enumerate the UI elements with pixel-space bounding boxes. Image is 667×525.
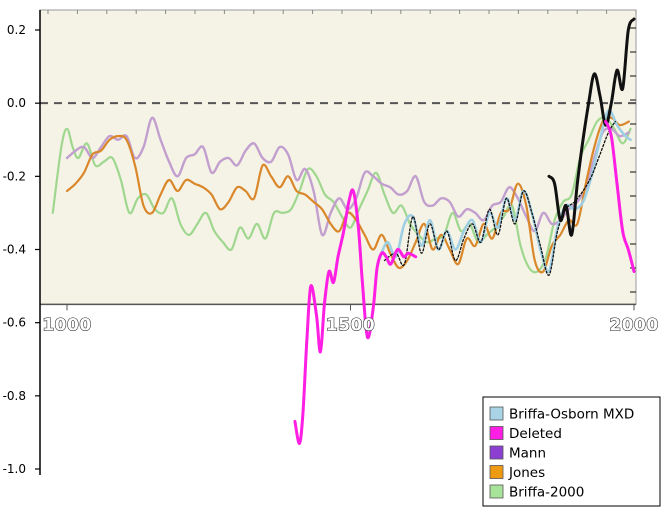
- legend-swatch: [489, 465, 504, 479]
- legend: Briffa-Osborn MXD Deleted Mann Jones Briffa-…: [482, 396, 661, 507]
- y-tick-label: -0.4: [3, 243, 26, 257]
- y-tick-label: -0.2: [3, 169, 26, 183]
- x-axis-labels: 1000 1500 2000: [42, 315, 659, 336]
- legend-box: [482, 396, 661, 507]
- y-tick-label: 0.2: [7, 23, 26, 37]
- y-tick-label: -0.8: [3, 389, 26, 403]
- series-line-instrumental: [547, 17, 636, 237]
- series-group: [51, 17, 636, 445]
- y-axis: 0.2 0.0 -0.2 -0.4 -0.6 -0.8 -1.0: [3, 10, 41, 476]
- legend-swatch: [489, 445, 504, 460]
- legend-swatch: [489, 426, 504, 440]
- y-tick-label: -1.0: [3, 462, 26, 476]
- y-tick-label: -0.6: [3, 316, 26, 330]
- x-tick-label: 1000: [42, 315, 91, 335]
- series-line-deleted: [293, 188, 418, 445]
- series-line-dotted-black: [383, 120, 616, 276]
- legend-swatch: [489, 484, 504, 499]
- legend-label: Briffa-2000: [509, 485, 584, 501]
- legend-label: Jones: [508, 465, 545, 481]
- x-tick-label: 2000: [609, 315, 658, 335]
- legend-label: Briffa-Osborn MXD: [509, 407, 634, 423]
- legend-swatch: [489, 406, 504, 421]
- legend-label: Deleted: [509, 426, 562, 442]
- y-tick-label: 0.0: [7, 96, 26, 110]
- x-tick-label: 1500: [326, 315, 375, 335]
- series-line-deleted-post-1960: [604, 120, 636, 273]
- legend-label: Mann: [509, 446, 546, 462]
